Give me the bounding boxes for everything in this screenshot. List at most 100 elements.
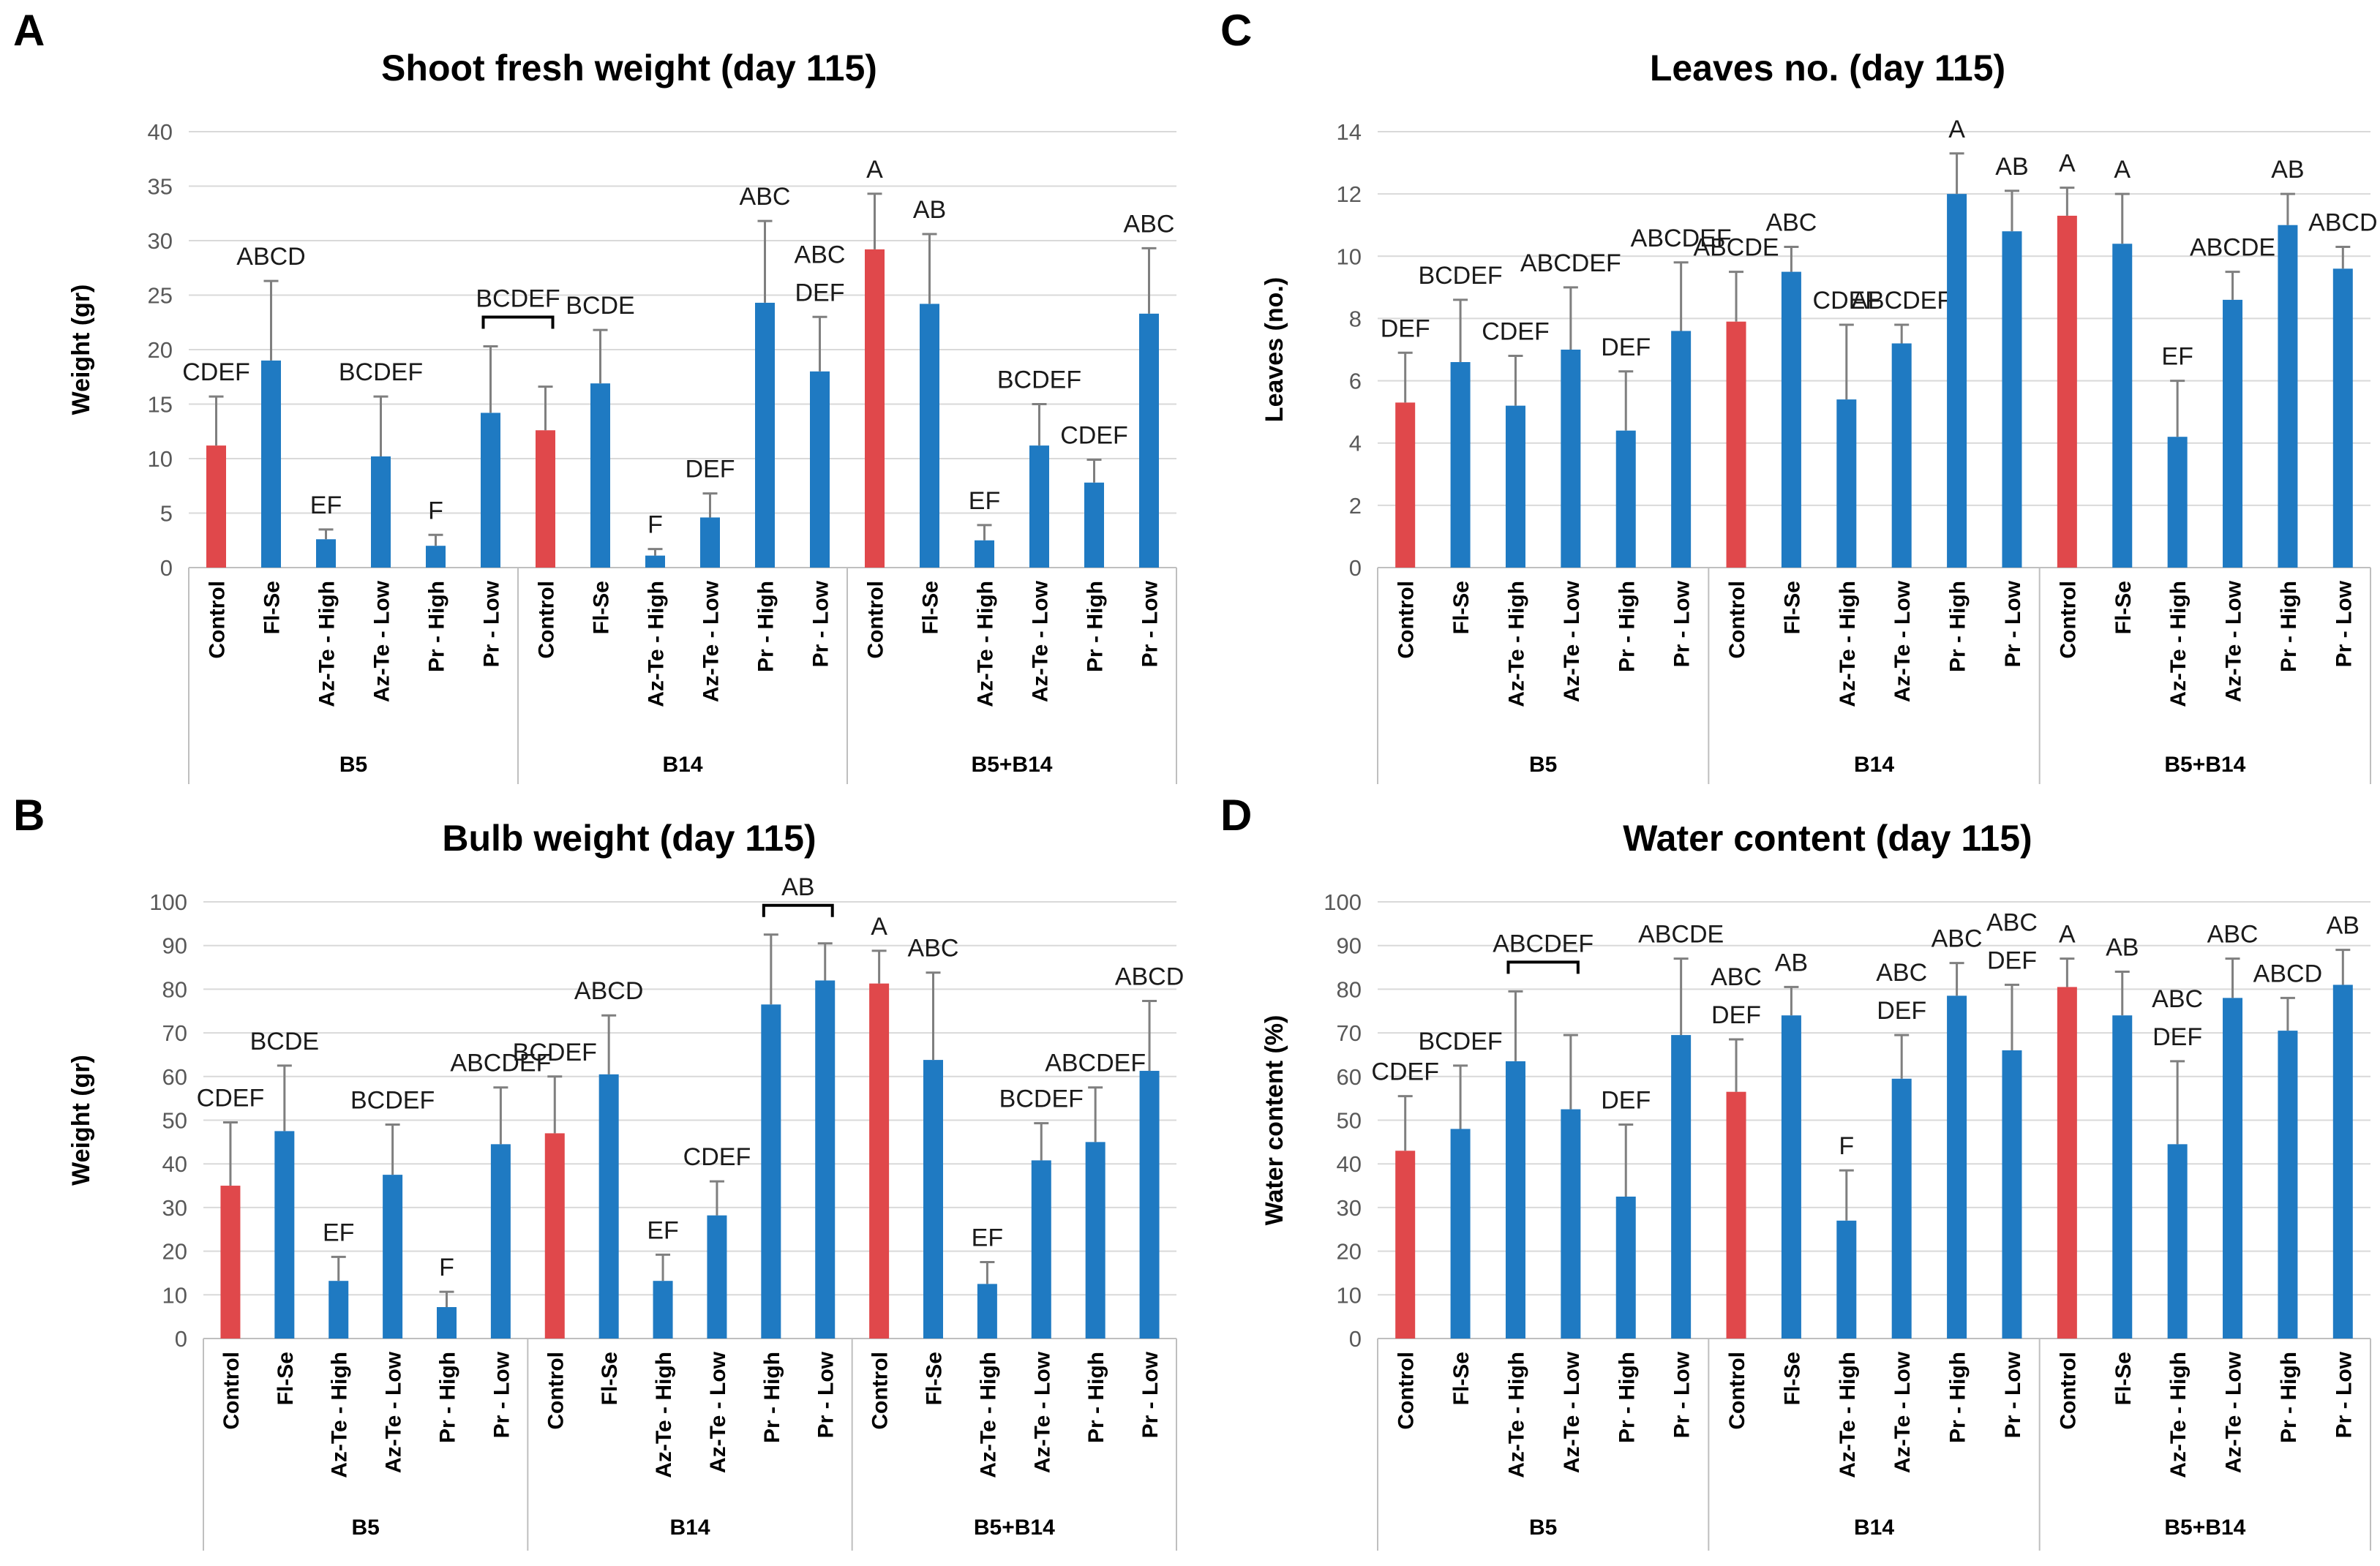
y-tick-label: 0: [160, 555, 173, 581]
x-tick-label: Pr - Low: [1670, 1351, 1694, 1438]
chart-panel-a: A Shoot fresh weight (day 115) Weight (gr)…: [13, 6, 1177, 784]
y-tick-label: 70: [162, 1020, 187, 1046]
bar: [536, 430, 555, 568]
x-tick-label: Pr - Low: [809, 580, 833, 667]
significance-label: ABCDEF: [1631, 225, 1732, 252]
y-tick-label: 12: [1337, 181, 1362, 207]
y-tick-label: 90: [162, 933, 187, 959]
group-label: B14: [662, 753, 702, 777]
bar: [598, 1074, 619, 1339]
x-tick-label: Fl-Se: [1780, 1352, 1804, 1405]
group-label: B14: [1854, 753, 1894, 777]
x-tick-label: Az-Te - High: [1504, 1352, 1528, 1478]
bar: [2223, 998, 2243, 1339]
bar: [2057, 987, 2077, 1339]
bar: [274, 1131, 295, 1339]
y-tick-label: 30: [1337, 1195, 1362, 1221]
y-tick-label: 4: [1349, 431, 1362, 456]
significance-label: DEF: [1381, 315, 1430, 342]
significance-label: CDEF: [1482, 318, 1550, 346]
significance-label: A: [871, 913, 887, 941]
x-tick-label: Az-Te - High: [1836, 1352, 1860, 1478]
significance-label: CDEF: [1371, 1058, 1439, 1086]
bar: [761, 1004, 781, 1339]
significance-label: ABCD: [2253, 960, 2322, 987]
significance-label: DEF: [686, 456, 735, 483]
x-tick-label: Pr - High: [436, 1352, 460, 1443]
significance-label: ABC: [2207, 921, 2259, 949]
group-label: B14: [669, 1516, 710, 1540]
chart-title: Bulb weight (day 115): [442, 818, 816, 859]
x-tick-label: Az-Te - High: [315, 581, 339, 707]
bar: [1139, 313, 1159, 568]
x-tick-label: Fl-Se: [2111, 1352, 2136, 1405]
chart-title: Leaves no. (day 115): [1650, 48, 2005, 89]
y-tick-label: 70: [1337, 1020, 1362, 1046]
x-tick-label: Control: [219, 1352, 244, 1430]
x-tick-label: Fl-Se: [919, 581, 943, 634]
significance-label: DEF: [1711, 1001, 1761, 1029]
bar: [2112, 244, 2133, 568]
bar: [316, 539, 336, 568]
x-tick-label: Control: [2056, 581, 2080, 659]
significance-label: ABC: [1932, 925, 1983, 953]
y-tick-label: 40: [148, 119, 173, 145]
y-tick-label: 100: [1324, 889, 1362, 915]
significance-label: EF: [647, 1216, 678, 1244]
significance-label: A: [2059, 150, 2076, 178]
bar: [2278, 225, 2298, 568]
y-tick-label: 0: [175, 1326, 187, 1352]
significance-label: ABCD: [1115, 963, 1184, 991]
bar: [1781, 1015, 1801, 1339]
x-tick-label: Fl-Se: [1449, 1352, 1474, 1405]
significance-label: BCDE: [250, 1028, 319, 1055]
significance-label: F: [647, 511, 663, 539]
significance-label: ABCDE: [2190, 234, 2275, 262]
x-tick-label: Az-Te - High: [652, 1352, 676, 1478]
significance-label: DEF: [1877, 997, 1926, 1025]
x-tick-label: Pr - Low: [1670, 580, 1694, 667]
significance-label: F: [439, 1254, 454, 1281]
y-tick-label: 10: [1337, 244, 1362, 269]
y-axis-label: Weight (gr): [67, 1055, 95, 1186]
x-tick-label: Control: [2056, 1352, 2080, 1430]
bar: [261, 360, 281, 568]
significance-label: CDEF: [683, 1143, 751, 1171]
x-tick-label: Pr - High: [1946, 1352, 1970, 1443]
x-tick-label: Pr - Low: [1138, 580, 1163, 667]
bar: [865, 249, 885, 568]
bar: [590, 383, 610, 568]
significance-label: BCDEF: [1418, 1028, 1502, 1055]
bar: [1615, 430, 1636, 568]
x-tick-label: Pr - High: [1615, 581, 1639, 672]
y-tick-label: 90: [1337, 933, 1362, 959]
x-tick-label: Az-Te - Low: [1891, 580, 1915, 702]
bar: [1505, 1061, 1525, 1339]
bar: [815, 980, 836, 1339]
y-tick-label: 20: [148, 337, 173, 363]
bar: [2167, 437, 2188, 568]
bar: [977, 1284, 997, 1339]
significance-label: BCDEF: [350, 1086, 435, 1114]
x-tick-label: Pr - High: [2277, 1352, 2301, 1443]
bar: [2332, 268, 2353, 568]
significance-label: ABC: [2152, 985, 2203, 1013]
bar: [2112, 1015, 2133, 1339]
significance-label: BCDE: [566, 292, 634, 320]
bar: [1891, 343, 1912, 568]
chart-panel-c: C Leaves no. (day 115) Leaves (no.) 0 2 4 6 8 10…: [1220, 6, 2378, 784]
bar: [426, 546, 446, 568]
significance-label: DEF: [2152, 1023, 2202, 1051]
bar: [1450, 362, 1471, 568]
significance-label: ABCDEF: [450, 1050, 551, 1077]
x-tick-label: Az-Te - High: [1836, 581, 1860, 707]
bar: [645, 555, 665, 568]
y-tick-label: 50: [162, 1108, 187, 1134]
significance-label: ABC: [1711, 963, 1762, 991]
y-tick-label: 0: [1349, 1326, 1362, 1352]
bar: [1891, 1078, 1912, 1339]
significance-label: EF: [323, 1219, 354, 1246]
significance-label: ABC: [1876, 959, 1927, 987]
y-tick-label: 40: [162, 1151, 187, 1177]
chart-title: Water content (day 115): [1623, 818, 2032, 859]
